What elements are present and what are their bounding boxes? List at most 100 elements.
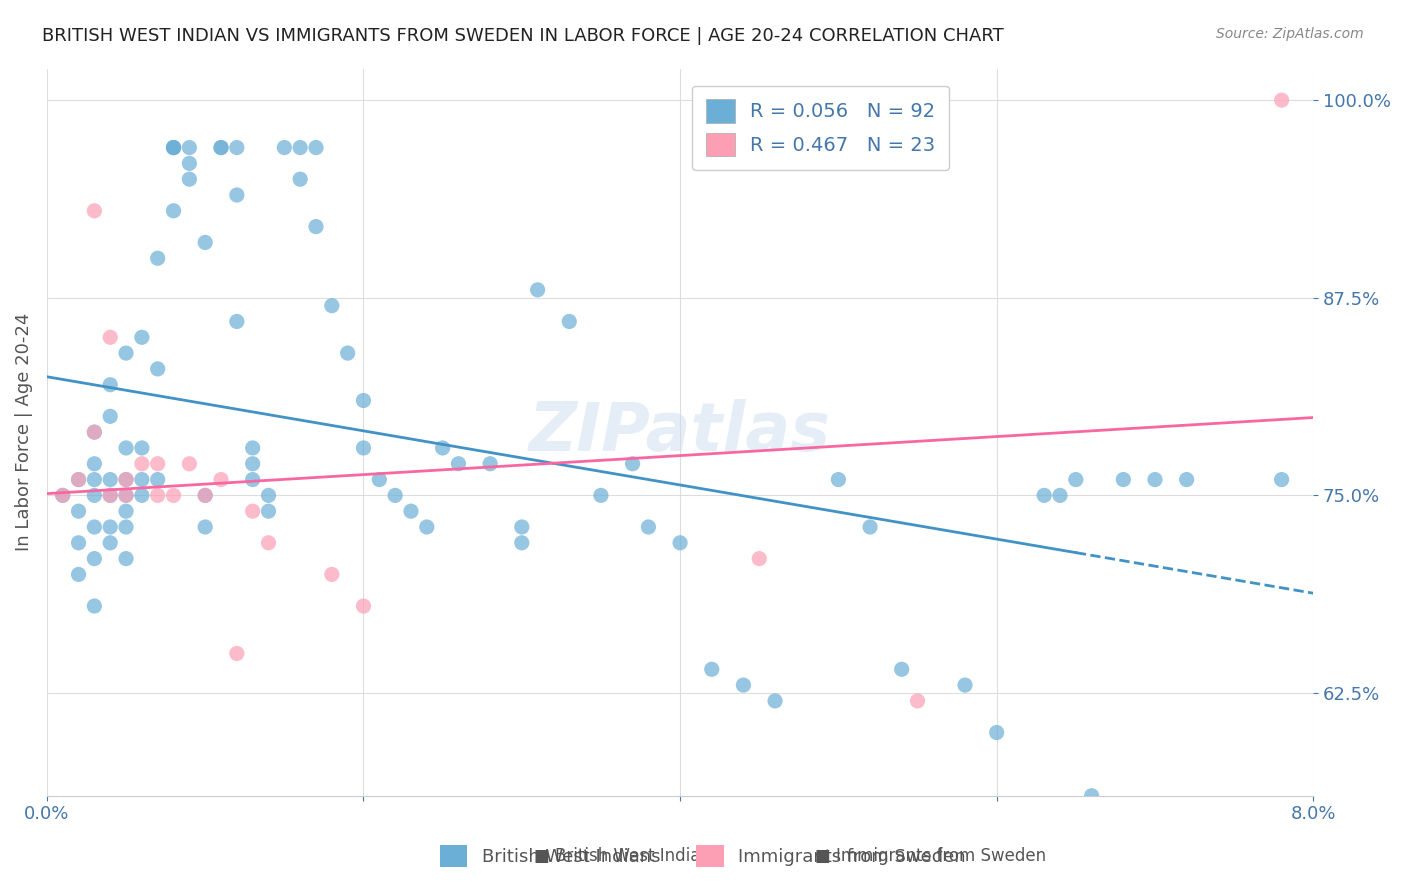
Point — [146, 362, 169, 376]
Point — [194, 235, 217, 250]
Text: ZIPatlas: ZIPatlas — [529, 399, 831, 465]
Point — [242, 473, 264, 487]
Legend: British West Indians, Immigrants from Sweden: British West Indians, Immigrants from Sw… — [433, 838, 973, 874]
Text: Source: ZipAtlas.com: Source: ZipAtlas.com — [1216, 27, 1364, 41]
Point — [194, 488, 217, 502]
Point — [146, 488, 169, 502]
Point — [273, 140, 295, 154]
Point — [146, 252, 169, 266]
Point — [510, 536, 533, 550]
Point — [1271, 473, 1294, 487]
Point — [257, 504, 280, 518]
Point — [1049, 488, 1071, 502]
Point — [242, 441, 264, 455]
Point — [479, 457, 502, 471]
Point — [225, 140, 247, 154]
Point — [115, 346, 138, 360]
Point — [700, 662, 723, 676]
Point — [209, 140, 232, 154]
Point — [209, 473, 232, 487]
Point — [98, 473, 121, 487]
Point — [67, 567, 90, 582]
Point — [447, 457, 470, 471]
Point — [748, 551, 770, 566]
Point — [1175, 473, 1198, 487]
Point — [83, 488, 105, 502]
Point — [242, 457, 264, 471]
Point — [52, 488, 75, 502]
Point — [115, 520, 138, 534]
Point — [67, 536, 90, 550]
Point — [288, 172, 311, 186]
Point — [1064, 473, 1087, 487]
Point — [589, 488, 612, 502]
Point — [637, 520, 659, 534]
Point — [321, 567, 343, 582]
Point — [209, 140, 232, 154]
Point — [162, 203, 184, 218]
Point — [98, 536, 121, 550]
Point — [1112, 473, 1135, 487]
Point — [115, 473, 138, 487]
Point — [353, 441, 375, 455]
Point — [179, 156, 201, 170]
Point — [131, 330, 153, 344]
Point — [336, 346, 359, 360]
Point — [368, 473, 391, 487]
Point — [225, 647, 247, 661]
Point — [131, 457, 153, 471]
Point — [1033, 488, 1056, 502]
Point — [1080, 789, 1102, 803]
Point — [399, 504, 422, 518]
Point — [162, 488, 184, 502]
Point — [67, 504, 90, 518]
Point — [1271, 93, 1294, 107]
Point — [669, 536, 692, 550]
Point — [353, 599, 375, 613]
Point — [194, 488, 217, 502]
Point — [83, 425, 105, 439]
Point — [733, 678, 755, 692]
Point — [131, 441, 153, 455]
Point — [305, 140, 328, 154]
Point — [305, 219, 328, 234]
Point — [83, 203, 105, 218]
Point — [827, 473, 849, 487]
Point — [162, 140, 184, 154]
Point — [179, 457, 201, 471]
Point — [115, 488, 138, 502]
Point — [98, 488, 121, 502]
Point — [67, 473, 90, 487]
Point — [321, 299, 343, 313]
Point — [288, 140, 311, 154]
Point — [98, 520, 121, 534]
Point — [257, 536, 280, 550]
Point — [67, 473, 90, 487]
Point — [83, 520, 105, 534]
Point — [763, 694, 786, 708]
Point — [83, 473, 105, 487]
Point — [179, 140, 201, 154]
Point — [83, 425, 105, 439]
Point — [131, 473, 153, 487]
Point — [179, 172, 201, 186]
Point — [83, 599, 105, 613]
Point — [98, 377, 121, 392]
Point — [98, 330, 121, 344]
Point — [225, 314, 247, 328]
Point — [526, 283, 548, 297]
Point — [194, 520, 217, 534]
Point — [907, 694, 929, 708]
Point — [52, 488, 75, 502]
Point — [432, 441, 454, 455]
Point — [510, 520, 533, 534]
Point — [558, 314, 581, 328]
Point — [98, 488, 121, 502]
Point — [1143, 473, 1166, 487]
Point — [225, 188, 247, 202]
Point — [115, 551, 138, 566]
Point — [146, 457, 169, 471]
Point — [257, 488, 280, 502]
Point — [859, 520, 882, 534]
Text: BRITISH WEST INDIAN VS IMMIGRANTS FROM SWEDEN IN LABOR FORCE | AGE 20-24 CORRELA: BRITISH WEST INDIAN VS IMMIGRANTS FROM S… — [42, 27, 1004, 45]
